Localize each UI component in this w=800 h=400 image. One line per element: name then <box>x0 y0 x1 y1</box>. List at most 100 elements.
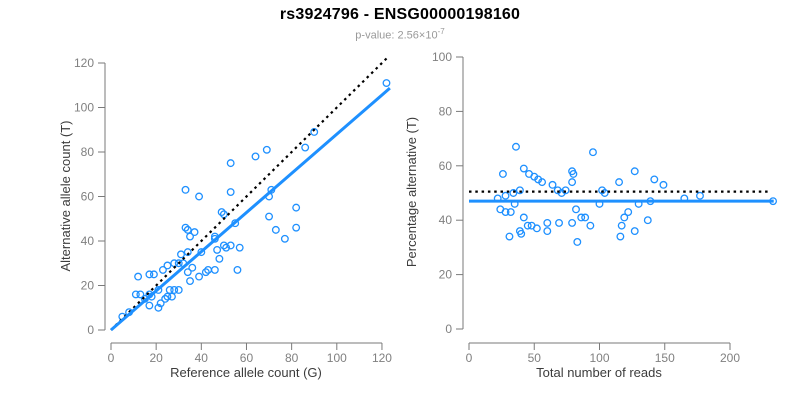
data-point <box>156 299 165 308</box>
data-point <box>233 265 242 274</box>
x-tick-label: 200 <box>720 351 740 365</box>
y-axis-title: Percentage alternative (T) <box>404 117 419 267</box>
data-point <box>251 152 260 161</box>
data-point <box>572 205 580 214</box>
data-point <box>498 170 507 178</box>
data-point <box>696 191 704 200</box>
data-point <box>501 191 510 200</box>
x-tick-label: 60 <box>240 351 254 365</box>
x-tick-label: 150 <box>655 351 675 365</box>
data-point <box>523 221 532 230</box>
data-point <box>222 243 231 252</box>
data-point <box>181 223 190 232</box>
data-point <box>643 216 652 225</box>
data-point <box>195 192 204 201</box>
y-tick-label: 0 <box>87 323 94 337</box>
x-axis-title: Reference allele count (G) <box>170 365 322 380</box>
data-point <box>265 212 274 221</box>
data-point <box>280 234 289 243</box>
x-tick-label: 100 <box>589 351 609 365</box>
y-axis-title: Alternative allele count (T) <box>58 120 73 271</box>
figure-title: rs3924796 - ENSG00000198160 <box>279 6 521 23</box>
data-point <box>292 223 301 232</box>
data-point <box>188 263 197 272</box>
figure-header: rs3924796 - ENSG00000198160 p-value: 2.5… <box>0 0 800 42</box>
data-point <box>573 238 582 246</box>
data-point <box>561 186 570 195</box>
data-point <box>136 290 145 299</box>
data-point <box>165 286 174 294</box>
y-tick-label: 40 <box>81 234 95 248</box>
data-point <box>519 164 528 173</box>
data-point <box>158 265 167 274</box>
data-point <box>271 225 280 234</box>
y-tick-label: 60 <box>439 159 453 173</box>
data-point <box>161 294 170 303</box>
data-point <box>186 232 194 241</box>
data-point <box>310 128 319 136</box>
y-tick-label: 0 <box>445 322 452 336</box>
data-point <box>292 203 301 212</box>
regression-line <box>110 87 391 332</box>
data-point <box>170 286 179 294</box>
x-tick-label: 100 <box>327 351 347 365</box>
data-point <box>183 225 192 234</box>
data-point <box>201 268 210 277</box>
y-tick-label: 40 <box>439 213 453 227</box>
data-point <box>659 180 668 189</box>
data-point <box>131 290 140 299</box>
pvalue-text: p-value: 2.56×10 <box>355 29 438 42</box>
data-point <box>568 178 577 187</box>
data-point <box>154 303 163 312</box>
y-tick-label: 80 <box>81 145 95 159</box>
data-point <box>163 261 172 270</box>
data-point <box>512 142 520 151</box>
y-tick-label: 60 <box>81 190 95 204</box>
data-point <box>620 213 629 222</box>
data-point <box>149 270 158 279</box>
data-point <box>589 148 597 157</box>
data-point <box>519 213 528 222</box>
x-tick-label: 80 <box>285 351 299 365</box>
data-point <box>600 189 609 197</box>
data-point <box>226 188 235 196</box>
pvalue-exponent: -7 <box>437 27 445 36</box>
data-point <box>183 248 192 257</box>
data-point <box>190 228 199 237</box>
x-tick-label: 20 <box>149 351 163 365</box>
data-point <box>509 189 518 197</box>
data-point <box>615 178 624 187</box>
data-point <box>624 208 633 216</box>
data-point <box>301 143 310 152</box>
data-point <box>538 178 547 187</box>
data-point <box>204 265 213 274</box>
data-point <box>217 208 226 217</box>
x-tick-label: 120 <box>372 351 392 365</box>
data-point <box>213 245 222 254</box>
data-point <box>177 250 185 259</box>
identity-line <box>110 55 390 331</box>
y-tick-label: 80 <box>439 104 453 118</box>
x-axis-title: Total number of reads <box>536 365 662 380</box>
data-point <box>568 218 577 227</box>
data-point <box>215 254 224 263</box>
data-point <box>134 272 143 281</box>
data-point <box>515 186 524 195</box>
figure-subtitle: p-value: 2.56×10-7 <box>0 27 800 42</box>
data-point <box>145 301 154 310</box>
data-point <box>235 243 244 252</box>
data-point <box>181 185 190 194</box>
data-point <box>195 272 204 281</box>
data-point <box>548 180 557 189</box>
x-tick-label: 0 <box>466 351 473 365</box>
data-point <box>210 265 219 274</box>
data-point <box>505 232 514 241</box>
y-tick-label: 20 <box>439 268 453 282</box>
y-tick-label: 120 <box>74 56 94 70</box>
data-point <box>581 213 590 222</box>
data-point <box>226 159 235 168</box>
data-point <box>168 292 176 301</box>
data-point <box>186 277 194 285</box>
y-tick-label: 100 <box>74 101 94 115</box>
